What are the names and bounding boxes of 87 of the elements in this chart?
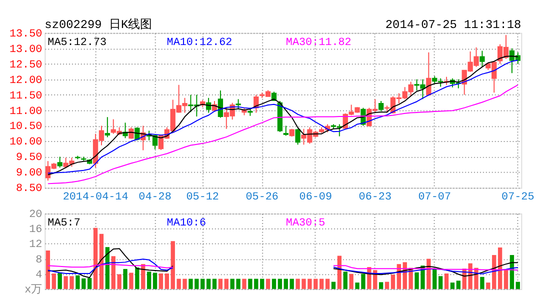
text: MA30:11.82: [286, 36, 352, 49]
chart-title: sz002299 日K线图: [44, 18, 152, 32]
bar: [242, 278, 246, 289]
x-tick-label: 2014-04-14: [62, 192, 128, 204]
bar: [456, 280, 460, 289]
candlestick: [57, 156, 62, 168]
bar: [260, 278, 264, 289]
bar: [426, 258, 431, 289]
y-tick-label: 12.00: [9, 74, 42, 87]
x-tick-label: 05-12: [186, 192, 219, 204]
y-tick-label: 8: [36, 254, 42, 266]
y-tick-label: 12.50: [9, 59, 42, 72]
y-tick-label: 13.50: [9, 28, 42, 40]
y-tick-label: 10.00: [9, 136, 42, 149]
text: MA5:7: [48, 217, 80, 230]
y-tick-label: 9.50: [16, 152, 42, 164]
bar: [390, 274, 396, 289]
x-tick-label: 05-26: [246, 192, 278, 204]
bar: [325, 278, 330, 289]
bar: [498, 247, 502, 289]
candlestick: [480, 50, 485, 68]
bar: [331, 282, 336, 289]
candlestick: [128, 126, 134, 140]
text: MA30:5: [286, 217, 326, 230]
bar: [504, 269, 508, 289]
bar: [272, 278, 276, 289]
y-tick-label: 10.50: [9, 121, 42, 134]
bar: [432, 269, 437, 289]
x-tick-label: 06-23: [358, 192, 392, 204]
bar: [93, 228, 98, 289]
y-tick-label: 11.00: [9, 106, 42, 118]
bar: [200, 278, 205, 289]
bar: [206, 278, 211, 289]
bar: [164, 274, 170, 289]
y-tick-label: 8.50: [16, 183, 42, 196]
x-tick-label: 04-28: [138, 192, 172, 204]
text: MA10:12.62: [166, 36, 232, 49]
bar: [378, 282, 384, 289]
bar: [444, 274, 449, 289]
bar: [99, 234, 104, 289]
y-tick-label: 13.00: [9, 44, 42, 56]
bar: [123, 268, 128, 289]
y-tick-label: 4: [36, 269, 42, 282]
bar: [320, 278, 324, 289]
bar: [480, 276, 484, 289]
bar: [343, 272, 348, 289]
bar: [129, 272, 134, 289]
bar: [266, 278, 270, 289]
bar: [135, 267, 140, 289]
y-tick-label: 12: [29, 239, 42, 252]
bar: [438, 276, 443, 289]
text: MA5:12.73: [48, 36, 107, 49]
candlestick: [104, 116, 110, 138]
candlestick: [152, 134, 158, 150]
candlestick: [283, 125, 288, 136]
x-tick-label: 07-25: [502, 192, 534, 204]
bar: [46, 250, 50, 289]
bar: [58, 272, 62, 289]
x-tick-label: 07-07: [418, 192, 451, 204]
text: MA10:6: [166, 217, 206, 230]
bar: [284, 278, 288, 289]
bar: [52, 274, 56, 289]
bar: [218, 278, 223, 289]
bar: [158, 274, 164, 289]
y-tick-label: x万: [24, 283, 42, 296]
candlestick: [378, 100, 384, 112]
bar: [450, 282, 455, 289]
bar: [486, 282, 490, 289]
bar: [146, 272, 152, 289]
line-series: [47, 84, 518, 184]
bar: [516, 282, 520, 289]
text: 2014-07-25 11:31:18: [385, 18, 522, 32]
bar: [349, 274, 354, 289]
candlestick: [295, 128, 300, 146]
y-tick-label: 11.50: [9, 90, 42, 102]
y-tick-label: 16: [29, 224, 42, 236]
candlestick: [236, 98, 241, 110]
bar: [152, 272, 158, 289]
y-tick-label: 9.00: [16, 168, 42, 180]
bar: [278, 278, 282, 289]
bar: [224, 278, 228, 289]
bar: [290, 278, 294, 289]
bar: [212, 278, 217, 289]
y-tick-label: 20: [29, 209, 42, 221]
bar: [384, 282, 390, 289]
x-tick-label: 06-09: [299, 192, 332, 204]
bar: [88, 278, 92, 289]
